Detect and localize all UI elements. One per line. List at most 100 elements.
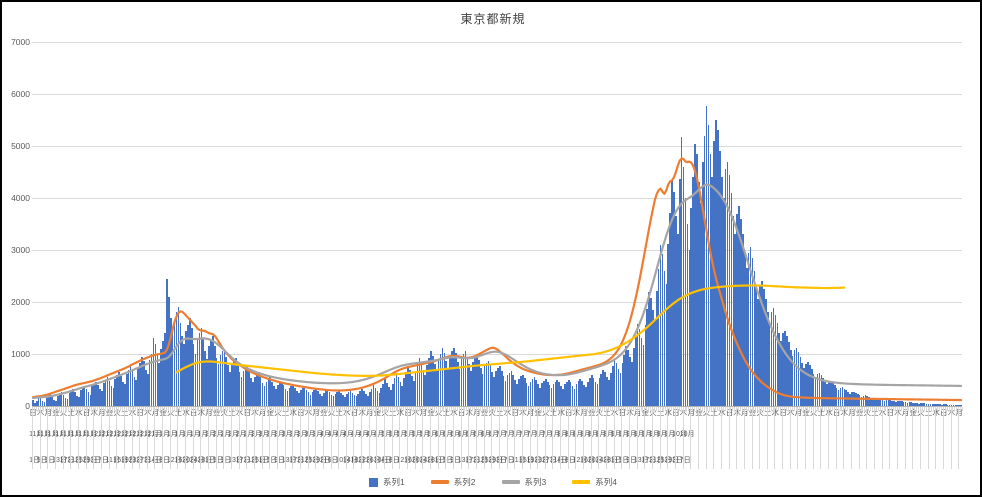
bar [931, 403, 934, 406]
x-axis-separator [935, 407, 937, 469]
bar [324, 391, 327, 406]
x-axis-separator [97, 407, 99, 411]
x-axis-separator [944, 407, 946, 411]
bar [434, 364, 436, 406]
x-axis-separator [460, 407, 462, 469]
bar [944, 404, 947, 406]
legend-swatch-icon [430, 480, 449, 484]
bar [409, 370, 411, 406]
bar [223, 348, 226, 406]
x-axis-separator [889, 407, 891, 469]
bar [655, 291, 658, 406]
bar [795, 348, 798, 406]
x-axis-separator [761, 407, 763, 411]
x-tick-month: 5月 [427, 431, 439, 438]
bar [219, 355, 222, 406]
bar [189, 317, 191, 406]
x-axis-separator [485, 407, 487, 411]
bar [91, 386, 94, 406]
x-axis-separator [950, 407, 952, 469]
bar [116, 374, 118, 406]
chart-legend: 系列1 系列2 系列3 系列4 [2, 474, 980, 490]
x-tick-month: 3月 [289, 431, 301, 438]
legend-item[interactable]: 系列2 [430, 476, 476, 488]
bar [401, 385, 404, 406]
x-axis-separator [956, 407, 958, 411]
x-axis-separator [223, 407, 225, 469]
x-axis-separator [196, 407, 198, 411]
x-tick-month: 9月 [656, 431, 668, 438]
bar [610, 372, 612, 406]
bar [70, 390, 73, 406]
legend-item[interactable]: 系列3 [501, 476, 546, 488]
x-axis-separator [648, 407, 650, 411]
x-axis-separator [301, 407, 303, 411]
legend-item[interactable]: 系列1 [369, 476, 405, 488]
bar [560, 385, 562, 406]
bar [774, 315, 777, 406]
x-axis-separator [56, 407, 58, 411]
x-axis-separator [345, 407, 347, 469]
x-axis-separator [493, 407, 495, 411]
x-axis-separator [35, 407, 37, 411]
bar [768, 322, 771, 406]
x-tick-month: 4月 [342, 431, 354, 438]
bar [72, 389, 74, 406]
x-axis-separator [483, 407, 485, 469]
bar [742, 234, 744, 406]
bar [525, 382, 528, 406]
bar [921, 403, 924, 406]
x-axis-separator [711, 407, 713, 411]
x-axis-separator [539, 407, 541, 411]
x-axis-separator [856, 407, 858, 411]
x-axis-separator [652, 407, 653, 469]
x-axis-separator [62, 407, 64, 469]
x-axis-separator [583, 407, 585, 469]
x-axis-separator [39, 407, 41, 469]
x-tick-day: 5日 [36, 457, 48, 464]
x-tick-day: 17日 [641, 457, 657, 464]
x-axis-separator [227, 407, 229, 411]
bar [531, 378, 534, 406]
x-tick-month: 1月 [151, 431, 163, 438]
x-axis-separator [91, 407, 93, 411]
x-axis-separator [363, 407, 365, 411]
bar [464, 350, 467, 406]
bar [288, 387, 291, 406]
x-axis-separator [93, 407, 95, 469]
bar [62, 394, 65, 406]
bar [152, 338, 155, 406]
bar [125, 373, 128, 406]
bar [435, 370, 438, 406]
x-tick-month: 7月 [526, 431, 538, 438]
x-axis-separator [426, 407, 428, 411]
bar [864, 395, 867, 406]
bar [37, 396, 40, 406]
bar [860, 396, 863, 406]
x-axis-separator [636, 407, 638, 469]
bar [307, 392, 310, 406]
bar [275, 389, 277, 406]
x-axis-separator [303, 407, 305, 411]
bar [173, 320, 176, 406]
x-axis-separator [418, 407, 420, 411]
bar [537, 384, 539, 406]
x-tick-month: 8月 [557, 431, 569, 438]
x-axis-separator [784, 407, 786, 411]
bar [550, 388, 553, 406]
bar [340, 393, 342, 406]
x-axis-separator [627, 407, 629, 411]
bar [389, 389, 392, 406]
bar [814, 377, 817, 406]
bar [60, 391, 63, 406]
bar [470, 370, 472, 406]
x-axis-separator [699, 407, 701, 411]
bar [479, 368, 482, 406]
x-tick-day: 15日 [519, 457, 534, 464]
bar [158, 363, 161, 406]
x-axis-separator [231, 407, 232, 469]
bar [66, 399, 69, 406]
x-tick-day: 31日 [549, 457, 565, 464]
x-axis-separator [789, 407, 791, 469]
legend-item[interactable]: 系列4 [572, 476, 617, 488]
